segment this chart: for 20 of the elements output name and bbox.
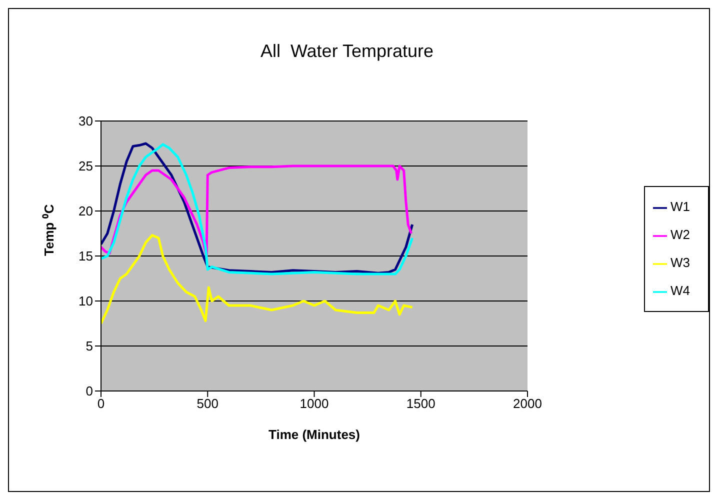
- x-tick-label: 1000: [300, 396, 329, 412]
- x-tick-label: 2000: [513, 396, 542, 412]
- y-tick-label: 10: [78, 294, 93, 309]
- y-tick-label: 0: [86, 384, 93, 399]
- y-tick-label: 25: [78, 158, 93, 174]
- x-tick-label: 500: [196, 396, 218, 412]
- y-axis-title: Temp ⁰C: [42, 204, 57, 256]
- legend-label: W1: [670, 199, 690, 214]
- x-axis-title: Time (Minutes): [268, 427, 360, 442]
- legend-label: W3: [670, 255, 690, 270]
- y-tick-label: 20: [78, 204, 93, 219]
- y-tick-label: 15: [78, 248, 93, 264]
- y-tick-label: 5: [86, 338, 93, 354]
- y-tick-label: 30: [78, 114, 93, 129]
- x-tick-label: 1500: [406, 396, 436, 412]
- legend-label: W2: [670, 227, 690, 242]
- line-series: [101, 234, 414, 325]
- x-tick-label: 0: [97, 396, 105, 412]
- chart-title: All Water Temprature: [259, 41, 435, 62]
- legend-label: W4: [670, 283, 690, 298]
